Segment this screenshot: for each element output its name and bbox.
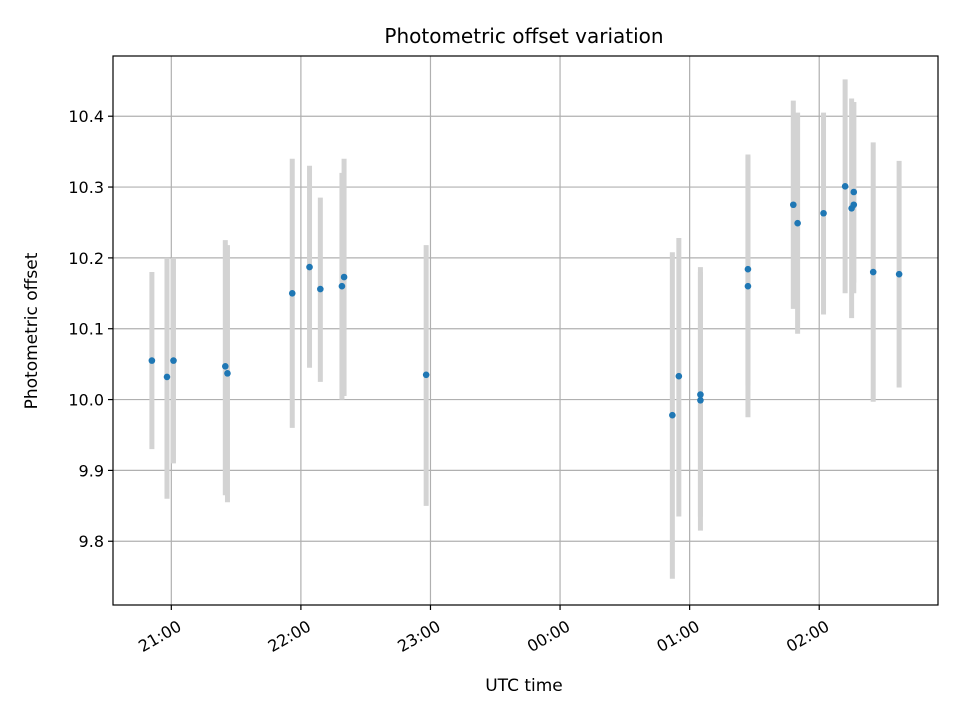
data-point — [317, 285, 324, 293]
y-tick-label: 10.4 — [68, 107, 104, 126]
y-axis-title: Photometric offset — [22, 252, 42, 409]
y-tick-label: 10.2 — [68, 249, 104, 268]
data-point — [697, 391, 704, 398]
data-point — [288, 290, 296, 297]
x-axis-title: UTC time — [485, 676, 563, 696]
grid — [113, 56, 938, 605]
data-point — [148, 357, 156, 364]
data-point — [422, 371, 430, 379]
data-point — [675, 372, 683, 380]
data-points — [148, 183, 903, 419]
data-point — [170, 357, 177, 364]
data-point — [850, 201, 858, 209]
plot-frame — [112, 55, 939, 606]
data-point — [163, 373, 171, 381]
data-point — [850, 188, 858, 196]
data-point — [340, 273, 348, 281]
data-point — [222, 362, 229, 370]
y-tick-label: 10.3 — [68, 178, 104, 197]
data-point — [869, 268, 877, 276]
data-point — [697, 396, 704, 404]
data-point — [669, 411, 676, 419]
data-point — [790, 201, 797, 209]
y-axis: 9.8 9.9 10.0 10.1 10.2 10.3 10.4 — [68, 107, 113, 551]
data-point — [224, 370, 231, 377]
y-tick-label: 10.0 — [68, 391, 104, 410]
y-tick-label: 10.1 — [68, 320, 104, 339]
y-tick-label: 9.9 — [79, 461, 104, 480]
data-point — [820, 209, 827, 217]
y-tick-label: 9.8 — [79, 532, 104, 551]
data-point — [306, 263, 313, 271]
data-point — [744, 265, 752, 273]
data-point — [338, 282, 346, 290]
chart-title: Photometric offset variation — [384, 24, 663, 48]
data-point — [895, 270, 903, 278]
data-point — [794, 219, 801, 227]
data-point — [744, 282, 752, 290]
data-point — [841, 183, 849, 190]
